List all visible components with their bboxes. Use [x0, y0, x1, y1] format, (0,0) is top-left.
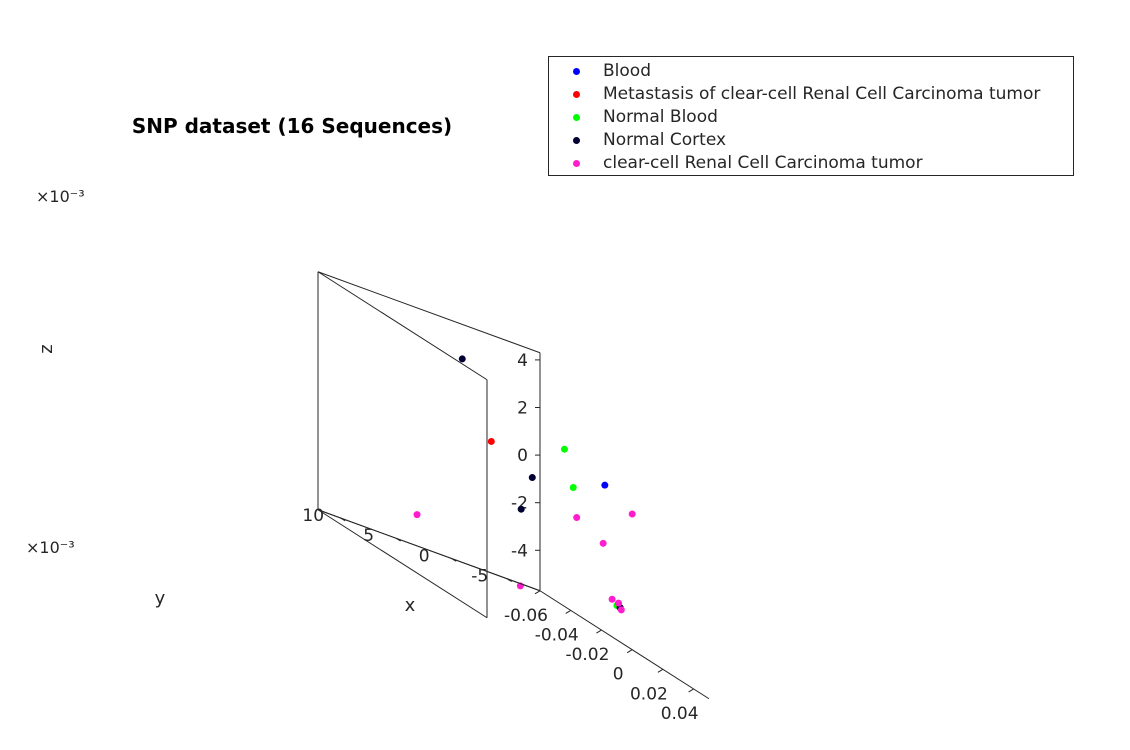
data-point-series-4 — [617, 606, 625, 614]
x-tick — [565, 609, 571, 614]
data-point-series-4 — [615, 599, 623, 607]
axes-edge-back-top-x — [317, 271, 488, 381]
x-tick-label: 0.04 — [661, 704, 699, 724]
legend-label: Blood — [603, 61, 651, 81]
legend-item-blood: Blood — [549, 60, 1069, 83]
legend-marker — [573, 91, 580, 98]
y-axis-line — [317, 509, 541, 592]
legend-label: Normal Blood — [603, 107, 718, 127]
legend: Blood Metastasis of clear-cell Renal Cel… — [548, 56, 1074, 176]
data-points — [413, 355, 636, 614]
y-tick-label: 5 — [363, 526, 374, 546]
legend-marker — [573, 160, 580, 167]
legend-item-normal-blood: Normal Blood — [549, 106, 1069, 129]
y-axis-label: y — [155, 588, 166, 609]
data-point-series-2 — [569, 483, 577, 491]
x-tick — [596, 629, 602, 634]
axes-edge-back-bottom-x — [317, 509, 488, 619]
data-point-series-3 — [458, 355, 466, 363]
z-tick-label: 4 — [517, 351, 528, 371]
x-tick-label: -0.02 — [565, 645, 609, 665]
x-tick-label: -0.06 — [504, 606, 548, 626]
x-tick-label: 0 — [613, 665, 624, 685]
x-tick — [657, 668, 664, 673]
data-point-series-4 — [413, 511, 421, 519]
x-tick-label: 0.02 — [630, 684, 668, 704]
z-tick-label: 0 — [517, 446, 528, 466]
y-axis-exponent: ×10⁻³ — [26, 538, 75, 557]
legend-item-ccrcc-tumor: clear-cell Renal Cell Carcinoma tumor — [549, 152, 1069, 175]
data-point-series-3 — [517, 505, 525, 513]
x-axis-label: x — [405, 595, 416, 616]
legend-label: Normal Cortex — [603, 130, 727, 150]
chart-title: SNP dataset (16 Sequences) — [132, 114, 452, 138]
legend-item-normal-cortex: Normal Cortex — [549, 129, 1069, 152]
legend-marker — [573, 137, 580, 144]
x-tick-label: -0.04 — [535, 625, 579, 645]
axes-edge-back-top-y — [317, 271, 541, 354]
data-point-series-4 — [608, 595, 616, 603]
data-point-series-1 — [487, 437, 495, 445]
legend-marker — [573, 68, 580, 75]
legend-label: Metastasis of clear-cell Renal Cell Carc… — [603, 84, 1041, 104]
y-tick-label: -5 — [471, 567, 488, 587]
y-tick-label: 0 — [419, 546, 430, 566]
x-tick — [688, 688, 694, 693]
legend-item-metastasis: Metastasis of clear-cell Renal Cell Carc… — [549, 83, 1069, 106]
legend-label: clear-cell Renal Cell Carcinoma tumor — [603, 153, 923, 173]
x-tick — [534, 590, 541, 595]
z-axis-exponent: ×10⁻³ — [36, 187, 85, 206]
x-tick — [626, 649, 633, 654]
z-tick-label: 2 — [517, 399, 528, 419]
axes-box-front — [317, 509, 710, 700]
data-point-series-4 — [573, 514, 581, 522]
x-axis-line — [539, 590, 710, 700]
legend-marker — [573, 114, 580, 121]
data-point-series-4 — [628, 510, 636, 518]
data-point-series-4 — [599, 539, 607, 547]
z-axis-label: z — [36, 344, 57, 353]
data-point-series-2 — [560, 445, 568, 453]
data-point-series-3 — [528, 474, 536, 482]
z-tick-label: -4 — [511, 541, 528, 561]
data-point-series-0 — [601, 481, 609, 489]
y-tick-label: 10 — [302, 506, 324, 526]
